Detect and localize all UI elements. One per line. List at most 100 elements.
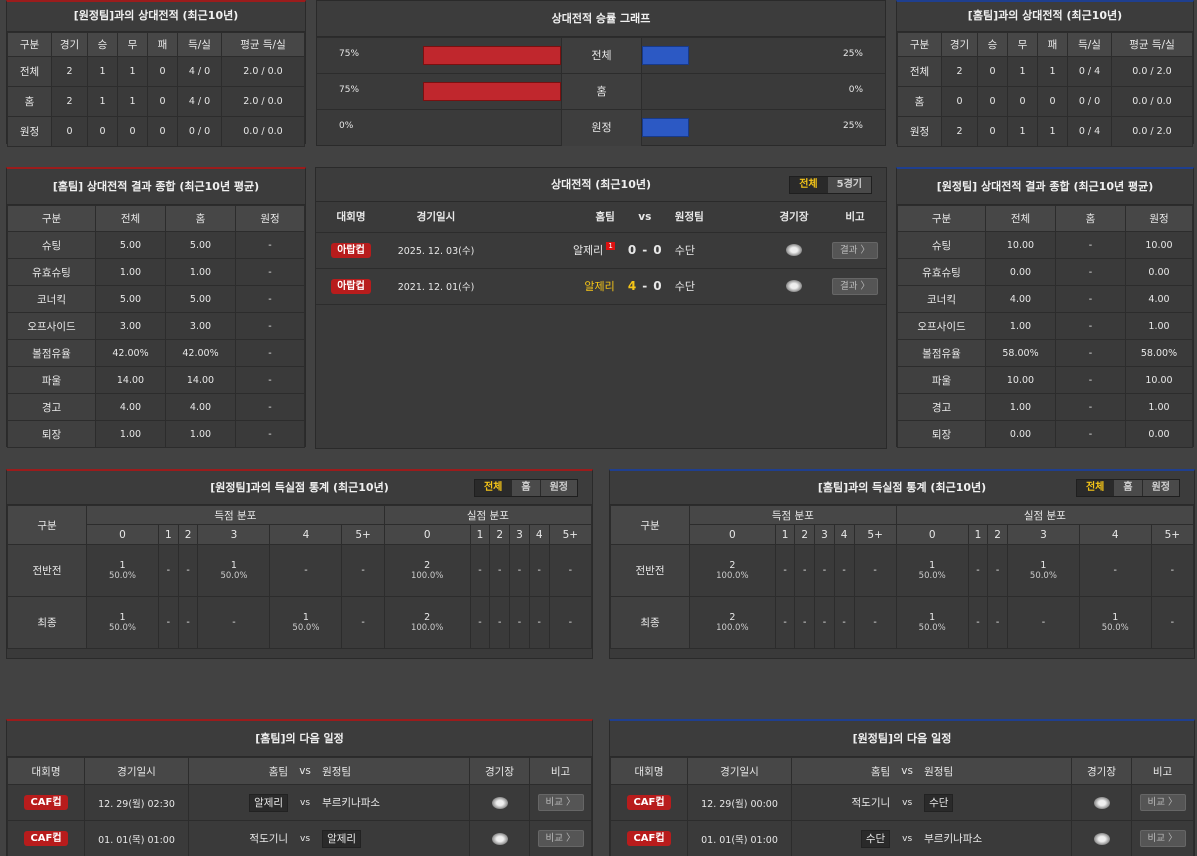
graph-rows: 75% 25% 전체 75% 0% 홈 0% 25% 원정 — [317, 37, 885, 146]
stadium-cell — [469, 784, 530, 821]
match-date: 01. 01(목) 01:00 — [84, 820, 189, 856]
stat-cell: 0 — [51, 116, 88, 147]
row-label: 볼점유율 — [897, 339, 986, 367]
dist-cell: - — [853, 596, 897, 649]
count: - — [1113, 565, 1117, 576]
away-team-cell: 알제리 — [322, 820, 471, 856]
column-header: 비고 — [529, 757, 592, 785]
percent: 50.0% — [1101, 623, 1129, 633]
league-cell: 아랍컵 — [316, 231, 386, 269]
right-percent: 25% — [842, 49, 863, 59]
tab-1[interactable]: 전체 — [474, 480, 512, 496]
compare-button[interactable]: 비교 〉 — [1139, 830, 1186, 847]
count: - — [186, 617, 190, 628]
tab-3[interactable]: 원정 — [1141, 480, 1179, 496]
goals-column: 3 — [197, 524, 271, 545]
stadium-cell — [764, 267, 824, 305]
row-label: 전체 — [7, 56, 52, 87]
dist-cell: - — [774, 544, 796, 597]
dist-cell: 2 100.0% — [383, 596, 471, 649]
stat-cell: 0 — [117, 116, 148, 147]
league-cell: 아랍컵 — [316, 267, 386, 305]
compare-button[interactable]: 비교 〉 — [1139, 794, 1186, 811]
column-header: 전체 — [95, 205, 166, 232]
stat-cell: 1 — [87, 56, 118, 87]
stat-cell: 2 — [51, 86, 88, 117]
goals-column: 4 — [528, 524, 550, 545]
percent: 50.0% — [220, 571, 248, 581]
compare-button[interactable]: 비교 〉 — [537, 794, 584, 811]
h2h-home-table: 구분 경기 승 무 패 득/실 평균 득/실 전체 2 1 1 0 4 / 0 2.0 / 0.0 홈 2 1 1… — [7, 32, 305, 147]
row-label: 홈 — [7, 86, 52, 117]
count: - — [568, 617, 573, 628]
compare-button[interactable]: 비교 〉 — [537, 830, 584, 847]
stat-cell: 0 / 4 — [1067, 116, 1112, 147]
tab-1[interactable]: 전체 — [1076, 480, 1114, 496]
table-row: 전반전 2 100.0% - - - - -1 50.0% - -1 50.0% - - — [610, 544, 1195, 597]
stat-cell: 1 — [87, 86, 118, 117]
ball-icon — [1093, 832, 1110, 845]
result-button[interactable]: 결과 〉 — [832, 277, 878, 295]
table-row: 코너킥 5.00 5.00- — [7, 285, 305, 313]
count: - — [822, 617, 827, 628]
tab-2[interactable]: 5경기 — [826, 177, 871, 193]
ball-icon — [491, 832, 508, 845]
count: - — [995, 565, 1000, 576]
stat-cell: 5.00 — [165, 231, 236, 259]
row-label: 오프사이드 — [897, 312, 986, 340]
summary-home-panel: [홈팀] 상대전적 결과 종합 (최근10년 평균) 구분 전체 홈 원정 슈팅 5.00… — [6, 167, 306, 448]
count: - — [186, 565, 190, 576]
dist-cell: 2 100.0% — [689, 596, 776, 649]
goals-column: 3 — [509, 524, 530, 545]
count: - — [166, 617, 171, 628]
stat-cell: 0.00 — [1125, 420, 1193, 448]
row-label: 경고 — [897, 393, 986, 421]
league-badge: 아랍컵 — [331, 278, 371, 294]
home-team: 알제리 — [584, 280, 615, 293]
match-date: 01. 01(목) 01:00 — [687, 820, 792, 856]
result-button[interactable]: 결과 〉 — [832, 241, 878, 259]
tab-3[interactable]: 원정 — [539, 480, 577, 496]
table-row: 유효슈팅 1.00 1.00- — [7, 258, 305, 286]
next-home-table: 대회명 경기일시 홈팀 vs 원정팀 경기장 비고 CAF컵 12. 29(월) 02:30 알제… — [7, 757, 592, 856]
stat-cell: 4.00 — [985, 285, 1056, 313]
stat-cell: 4 / 0 — [177, 86, 222, 117]
home-team: 수단 — [860, 829, 891, 848]
tab-1[interactable]: 전체 — [790, 177, 827, 193]
schedule-row: CAF컵 12. 29(월) 00:00 적도기니 vs 수단 비교 〉 — [610, 784, 1194, 821]
goals-column: 1 — [157, 524, 179, 545]
stat-cell: 1 — [1037, 116, 1068, 147]
stat-cell: 1 — [1007, 56, 1038, 87]
stat-cell: - — [1055, 393, 1126, 421]
stat-cell: 0.0 / 0.0 — [1111, 86, 1193, 117]
dist-cell: - — [794, 544, 816, 597]
scored-header: 득점 분포 — [86, 505, 385, 525]
row-label: 전반전 — [7, 544, 87, 597]
count: 2 — [424, 560, 431, 571]
dist-cell: - — [509, 596, 530, 649]
panel-title: [홈팀]과의 득실점 통계 (최근10년) 전체 홈 원정 — [610, 471, 1194, 505]
count: - — [1170, 617, 1175, 628]
header-row: 대회명 경기일시 홈팀 vs 원정팀 경기장 비고 — [610, 757, 1194, 785]
goals-away-panel: [홈팀]과의 득실점 통계 (최근10년) 전체 홈 원정 구분 득점 분포 실점 분포… — [609, 469, 1195, 659]
column-header: 전체 — [985, 205, 1056, 232]
dist-cell: - — [1078, 544, 1152, 597]
count: 1 — [302, 612, 309, 623]
column-header: 구분 — [897, 205, 986, 232]
stat-cell: 0 — [977, 86, 1008, 117]
goals-column: 4 — [1078, 524, 1152, 545]
tab-2[interactable]: 홈 — [1113, 480, 1142, 496]
stat-cell: 0.00 — [985, 258, 1056, 286]
column-header: 경기일시 — [386, 202, 486, 233]
table-row: 코너킥 4.00-4.00 — [897, 285, 1193, 313]
dist-cell: 2 100.0% — [689, 544, 776, 597]
graph-row-label: 원정 — [561, 110, 642, 146]
tab-2[interactable]: 홈 — [511, 480, 540, 496]
row-label: 홈 — [897, 86, 942, 117]
dist-cell: - — [987, 544, 1008, 597]
column-header: 무 — [117, 32, 148, 57]
row-label: 파울 — [897, 366, 986, 394]
stat-cell: 10.00 — [1125, 366, 1193, 394]
count: - — [842, 565, 846, 576]
